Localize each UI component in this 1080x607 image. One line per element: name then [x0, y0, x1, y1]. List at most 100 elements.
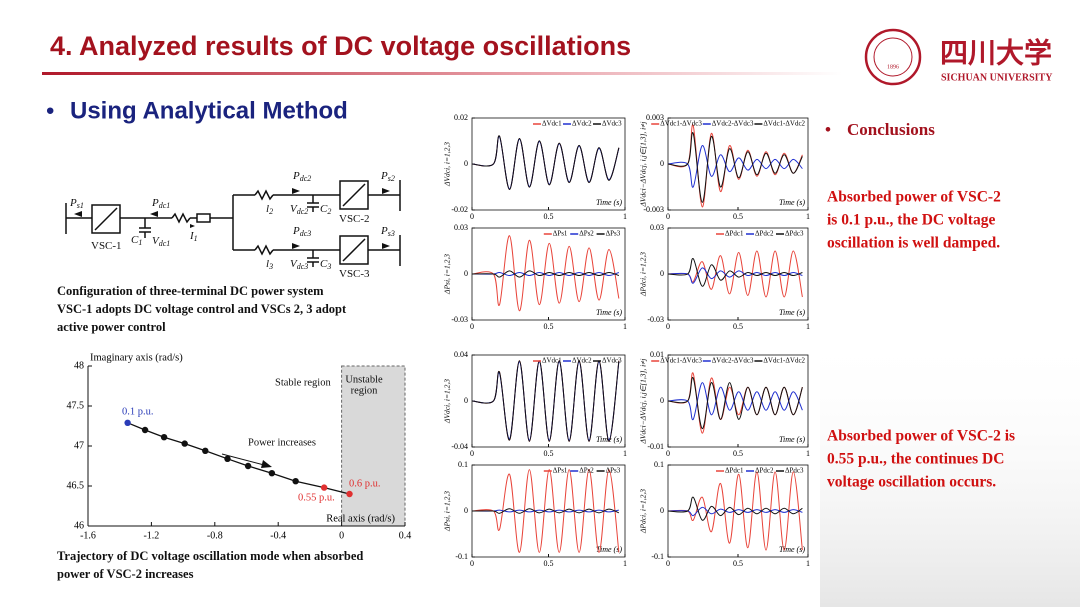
- label-base: P: [380, 170, 388, 182]
- annotation: 0.55 p.u.: [298, 492, 335, 503]
- trajectory-caption: Trajectory of DC voltage oscillation mod…: [57, 549, 363, 581]
- circuit-label: Pdc2: [292, 170, 311, 183]
- conclusions-dot: •: [825, 120, 831, 139]
- legend-label: ΔVdc2-ΔVdc3: [712, 120, 754, 128]
- label-base: C: [131, 234, 139, 246]
- annotation: Stable region: [275, 377, 331, 388]
- label-sub: dc3: [297, 262, 309, 271]
- x-tick-label: 0.5: [544, 212, 554, 221]
- plot-frame: [667, 354, 809, 448]
- x-tick-label: 0.4: [399, 530, 412, 541]
- x-tick-label: 0.5: [544, 322, 554, 331]
- circuit-label: l3: [266, 258, 273, 271]
- label-base: I: [189, 230, 195, 242]
- x-tick-label: 0: [666, 449, 670, 458]
- circuit: [65, 180, 401, 267]
- series-line: [667, 250, 803, 298]
- series-line: [667, 267, 803, 284]
- series-line: [667, 382, 803, 421]
- x-tick-label: 0: [470, 559, 474, 568]
- trajectory-point: [268, 470, 276, 477]
- y-tick-label: 0: [660, 159, 664, 168]
- y-axis-label: ΔVdci−ΔVdcj, i,j∈[1,3], i≠j: [639, 122, 648, 208]
- conclusion-line: is 0.1 p.u., the DC voltage: [827, 212, 995, 229]
- plot-frame: [667, 464, 809, 558]
- circuit-label: Pdc1: [151, 197, 170, 210]
- y-tick-label: 47: [74, 440, 84, 451]
- conclusion-line: Absorbed power of VSC-2 is: [827, 428, 1015, 445]
- y-tick-label: -0.02: [451, 205, 468, 214]
- legend-label: ΔVdc1: [542, 120, 562, 128]
- circuit-label: VSC-2: [339, 213, 370, 225]
- series-line: [471, 271, 620, 277]
- x-axis-label: Time (s): [779, 545, 805, 554]
- trajectory-point: [320, 484, 328, 491]
- caption-line: active power control: [57, 320, 166, 334]
- circuit-label: Ps1: [69, 197, 84, 210]
- y-tick-label: -0.003: [643, 205, 664, 214]
- background-fade: [820, 330, 1080, 607]
- x-axis-label: Time (s): [596, 545, 622, 554]
- x-tick-label: 0: [339, 530, 344, 541]
- y-tick-label: -0.03: [451, 315, 468, 324]
- x-tick-label: -1.6: [80, 530, 96, 541]
- x-tick-label: 1: [806, 322, 810, 331]
- legend-label: ΔVdc1-ΔVdc2: [763, 120, 805, 128]
- y-axis-label: ΔVdci, i=1,2,3: [443, 142, 452, 187]
- legend-label: ΔVdc1-ΔVdc2: [763, 357, 805, 365]
- circuit-label: Pdc3: [292, 225, 311, 238]
- legend-label: ΔPdc1: [725, 467, 744, 475]
- label-sub: 2: [327, 207, 331, 216]
- circuit-label: C1: [131, 234, 142, 247]
- x-tick-label: 1: [623, 322, 627, 331]
- y-tick-label: 0: [464, 159, 468, 168]
- x-tick-label: 0.5: [733, 449, 743, 458]
- bullet-dot: •: [46, 97, 54, 124]
- circuit-label: VSC-3: [339, 268, 370, 280]
- config-caption: Configuration of three-terminal DC power…: [57, 284, 347, 334]
- annotation: region: [351, 385, 379, 396]
- label-base: V: [290, 258, 298, 270]
- legend-label: ΔPdc1: [725, 230, 744, 238]
- y-axis-label: ΔPsi, i=1,2,3: [443, 254, 452, 295]
- series-line: [471, 270, 620, 278]
- series-line: [471, 235, 620, 312]
- legend-label: ΔPs2: [579, 230, 594, 238]
- legend-label: ΔPs1: [553, 230, 568, 238]
- circuit-label: Vdc2: [290, 203, 308, 216]
- label-base: V: [152, 235, 160, 247]
- y-tick-label: 48: [74, 360, 84, 371]
- circuit-label: C2: [320, 203, 331, 216]
- x-axis-label: Time (s): [596, 308, 622, 317]
- conclusion-text: Absorbed power of VSC-2 is 0.1 p.u., the…: [827, 189, 1015, 491]
- y-tick-label: 0.03: [454, 223, 468, 232]
- series-line: [667, 132, 803, 203]
- y-tick-label: 0: [464, 269, 468, 278]
- label-base: VSC-1: [91, 240, 122, 252]
- caption-line: power of VSC-2 increases: [57, 567, 194, 581]
- seal-inner: [873, 37, 913, 77]
- label-sub: s2: [388, 174, 395, 183]
- arrow-head: [261, 460, 272, 468]
- unstable-region: [341, 365, 406, 527]
- series-line: [471, 135, 620, 191]
- x-tick-label: -0.8: [207, 530, 223, 541]
- label-base: l: [266, 258, 269, 270]
- plot-frame: [471, 117, 626, 211]
- legend-label: ΔVdc1-ΔVdc3: [660, 357, 702, 365]
- x-tick-label: -0.4: [270, 530, 286, 541]
- x-tick-label: 0: [666, 322, 670, 331]
- series-line: [667, 145, 803, 188]
- series-line: [471, 469, 620, 553]
- label-base: C: [320, 258, 328, 270]
- y-tick-label: 0: [660, 396, 664, 405]
- plot-frame: [667, 227, 809, 321]
- seal: [864, 28, 922, 86]
- annotation: 0.1 p.u.: [122, 406, 154, 417]
- caption-line: VSC-1 adopts DC voltage control and VSCs…: [57, 302, 347, 316]
- circuit-label: Ps2: [380, 170, 395, 183]
- annotation: Power increases: [248, 437, 316, 448]
- x-axis-label: Time (s): [779, 435, 805, 444]
- x-tick-label: 1: [806, 559, 810, 568]
